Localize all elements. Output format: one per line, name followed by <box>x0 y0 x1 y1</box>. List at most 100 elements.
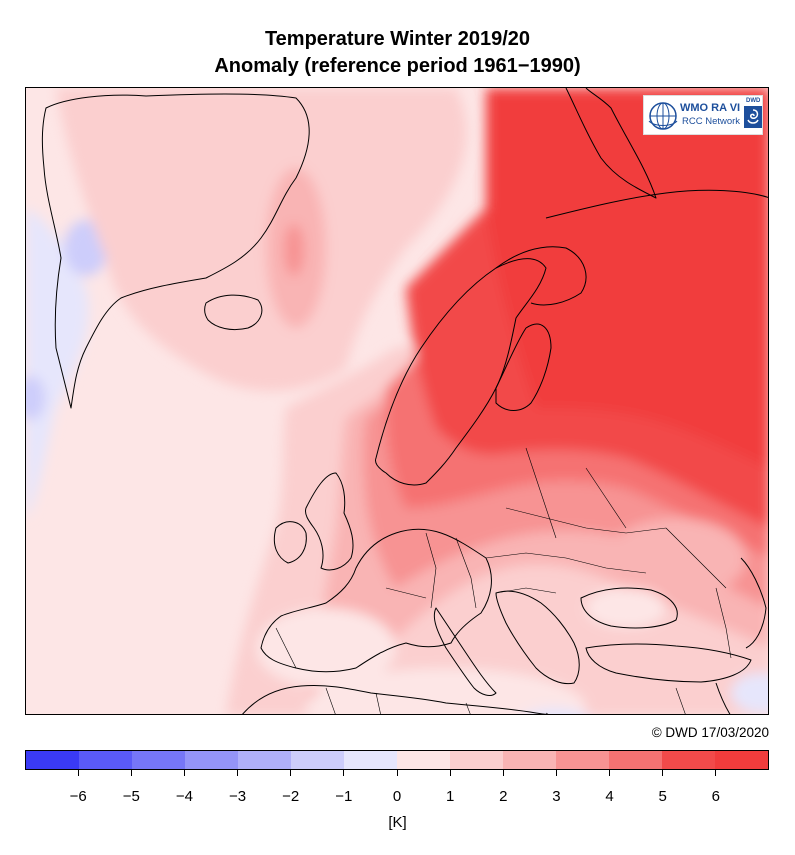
colorbar-bin <box>238 751 291 769</box>
anomaly-fields <box>26 88 768 714</box>
border-line-4 <box>505 507 667 534</box>
colorbar-tick-label: −1 <box>335 788 353 805</box>
colorbar-unit-label: [K] <box>388 814 407 831</box>
coastline-arctic-russia <box>545 189 768 219</box>
border-line-5 <box>525 447 557 539</box>
border-line-16 <box>715 587 732 659</box>
coastline-turkey <box>585 643 752 683</box>
colorbar-tick-label: 2 <box>499 788 508 805</box>
anomaly-0-1-iberia <box>256 608 396 688</box>
dwd-mark: DWD <box>746 98 761 104</box>
border-line-3 <box>485 552 647 574</box>
colorbar-bin <box>715 751 768 769</box>
coastline-scandinavia <box>375 258 547 486</box>
colorbar-tick-mark <box>290 770 292 776</box>
coastline-novaya-zemlya <box>565 88 657 199</box>
border-line-2 <box>455 537 477 609</box>
border-line-8 <box>495 587 557 594</box>
coastline-black-sea <box>580 587 678 629</box>
coastline-levant <box>715 682 731 714</box>
colorbar-bin <box>79 751 132 769</box>
coastline-great-britain <box>305 472 354 571</box>
colorbar-tick-mark <box>555 770 557 776</box>
coastline-kola <box>495 246 587 306</box>
colorbar-tick-label: −6 <box>69 788 87 805</box>
copyright-notice: © DWD 17/03/2020 <box>651 725 769 740</box>
border-line-12 <box>375 692 381 714</box>
colorbar-tick-label: 3 <box>552 788 561 805</box>
colorbar-tick-label: 6 <box>711 788 721 805</box>
wmo-rcc-logo: WMO RA VI RCC Network DWD <box>643 95 763 135</box>
border-line-13 <box>465 702 471 714</box>
colorbar-bin <box>503 751 556 769</box>
anomaly-6-plus-east <box>486 88 768 468</box>
coastline-north-africa <box>242 685 548 714</box>
coastline-mainland-europe <box>260 528 492 673</box>
anomaly-0-1-black-sea <box>586 588 666 628</box>
negative-anomaly-labrador <box>26 376 45 420</box>
colorbar-bin <box>662 751 715 769</box>
coastlines <box>41 88 768 714</box>
colorbar-bin <box>609 751 662 769</box>
colorbar-tick-mark <box>715 770 717 776</box>
colorbar-tick-label: 1 <box>445 788 455 805</box>
anomaly-2-3-turkey <box>606 518 746 598</box>
country-borders <box>275 447 732 714</box>
border-line-11 <box>325 687 336 714</box>
border-line-6 <box>585 467 627 529</box>
colorbar-tick-mark <box>662 770 664 776</box>
anomaly-3-4-iceland-sea <box>284 224 304 276</box>
colorbar-bin <box>291 751 344 769</box>
colorbar <box>25 750 769 770</box>
colorbar-ticks <box>25 770 769 778</box>
colorbar-bin <box>397 751 450 769</box>
colorbar-bin <box>185 751 238 769</box>
colorbar-bin <box>26 751 79 769</box>
negative-anomaly-egypt <box>731 673 768 713</box>
colorbar-tick-labels: −6 −5 −4 −3 −2 −1 0 1 2 3 4 5 6 <box>25 788 769 808</box>
colorbar-bin <box>132 751 185 769</box>
border-line-1 <box>425 532 437 609</box>
border-line-9 <box>665 527 727 589</box>
colorbar-tick-mark <box>77 770 79 776</box>
colorbar-tick-mark <box>502 770 504 776</box>
coastline-greenland <box>41 93 310 409</box>
colorbar-tick-mark <box>609 770 611 776</box>
colorbar-tick-label: −4 <box>175 788 193 805</box>
colorbar-tick-label: 0 <box>392 788 402 805</box>
colorbar-tick-mark <box>396 770 398 776</box>
colorbar-tick-label: 4 <box>605 788 614 805</box>
colorbar-bin <box>450 751 503 769</box>
colorbar-tick-mark <box>130 770 132 776</box>
dwd-swirl-icon <box>744 106 762 128</box>
border-line-10 <box>275 627 297 669</box>
negative-anomaly-libya <box>527 708 585 714</box>
border-line-7 <box>385 587 427 599</box>
map-canvas <box>26 88 768 714</box>
colorbar-tick-label: −5 <box>122 788 140 805</box>
logo-text-sub: RCC Network <box>682 116 741 127</box>
border-line-14 <box>545 712 549 714</box>
coastline-balkans <box>495 590 580 685</box>
coastline-italy <box>433 607 497 696</box>
coastline-ireland <box>273 521 307 564</box>
anomaly-map <box>25 87 769 715</box>
coastline-iceland <box>204 294 263 331</box>
wmo-globe-icon <box>648 102 678 130</box>
anomaly-1-2-north <box>56 88 467 392</box>
coastline-caspian <box>740 557 767 649</box>
colorbar-bin <box>556 751 609 769</box>
chart-title-line-1: Temperature Winter 2019/20 <box>264 28 531 50</box>
coastline-finland <box>495 323 552 411</box>
colorbar-tick-mark <box>237 770 239 776</box>
colorbar-tick-mark <box>183 770 185 776</box>
anomaly-0-1-north-africa <box>306 668 586 714</box>
negative-anomaly-west <box>26 208 89 518</box>
logo-text-main: WMO RA VI <box>680 102 741 114</box>
colorbar-tick-label: 5 <box>658 788 667 805</box>
chart-title-line-2: Anomaly (reference period 1961−1990) <box>214 55 581 77</box>
border-line-15 <box>675 687 686 714</box>
colorbar-tick-mark <box>343 770 345 776</box>
colorbar-bin <box>344 751 397 769</box>
colorbar-tick-label: −3 <box>229 788 247 805</box>
